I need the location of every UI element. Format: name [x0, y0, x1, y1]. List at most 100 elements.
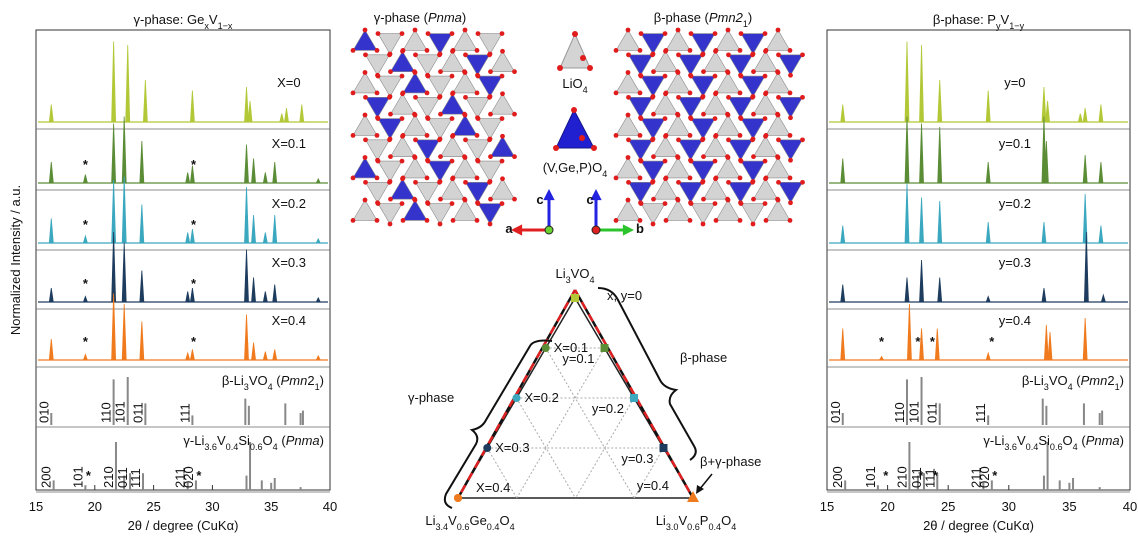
- oxygen: [663, 116, 668, 121]
- oxygen: [400, 91, 405, 96]
- oxygen: [363, 70, 368, 75]
- oxygen: [512, 112, 517, 117]
- series-label: X=0.4: [272, 313, 306, 328]
- oxygen: [500, 134, 505, 139]
- axis-letter: a: [505, 221, 513, 236]
- oxygen: [688, 176, 693, 181]
- oxygen: [763, 74, 768, 79]
- oxygen: [400, 176, 405, 181]
- oxygen: [701, 197, 706, 202]
- oxygen: [638, 48, 643, 53]
- oxygen: [701, 112, 706, 117]
- text-part: β-phase: P: [933, 12, 996, 27]
- oxygen: [426, 31, 431, 36]
- oxygen: [463, 113, 468, 118]
- oxygen: [650, 137, 655, 142]
- text-part: 0.6: [687, 522, 700, 532]
- oxygen: [463, 155, 468, 160]
- oxygen: [614, 133, 619, 138]
- oxygen: [626, 198, 631, 203]
- oxygen: [713, 74, 718, 79]
- x-tick-label: 30: [1002, 499, 1016, 514]
- oxygen: [426, 159, 431, 164]
- text-part: Si: [238, 433, 250, 448]
- oxygen: [363, 28, 368, 33]
- text-part: 0.4: [708, 522, 721, 532]
- text-part: Pnma: [286, 433, 320, 448]
- series-label: X=0: [277, 75, 301, 90]
- oxygen: [450, 74, 455, 79]
- text-part: P: [700, 513, 709, 528]
- oxygen: [387, 95, 392, 100]
- oxygen: [763, 201, 768, 206]
- oxygen: [363, 180, 368, 185]
- text-part: β-Li: [222, 373, 244, 388]
- oxygen: [750, 95, 755, 100]
- oxygen: [437, 52, 442, 57]
- text-part: 2: [307, 373, 314, 388]
- oxygen: [738, 133, 743, 138]
- oxygen: [376, 201, 381, 206]
- oxygen: [437, 95, 442, 100]
- text-part: 4: [731, 522, 736, 532]
- axis-origin: [592, 226, 600, 234]
- oxygen: [425, 133, 430, 138]
- oxygen: [437, 180, 442, 185]
- series-label: X=0.2: [272, 196, 306, 211]
- oxygen: [413, 52, 418, 57]
- oxygen: [750, 180, 755, 185]
- oxygen: [676, 180, 681, 185]
- oxygen: [614, 218, 619, 223]
- text-part: ): [320, 373, 324, 388]
- oxygen: [450, 31, 455, 36]
- hkl-label: 011: [925, 402, 940, 423]
- oxygen: [788, 48, 793, 53]
- figure: γ-phase: GexV1−x2θ / degree (CuKα)Normal…: [0, 0, 1138, 540]
- point-label: y=0.1: [562, 351, 594, 366]
- oxygen: [739, 31, 744, 36]
- oxygen: [614, 48, 619, 53]
- oxygen: [713, 31, 718, 36]
- oxygen: [463, 28, 468, 33]
- text-part: O: [263, 433, 273, 448]
- hkl-label: 111: [177, 403, 192, 423]
- x-axis-label: 2θ / degree (CuKα): [923, 518, 1034, 533]
- oxygen: [739, 116, 744, 121]
- oxygen: [663, 159, 668, 164]
- composition-point: [660, 444, 668, 452]
- oxygen: [500, 159, 505, 164]
- text-part: Pmn: [281, 373, 308, 388]
- oxygen: [726, 52, 731, 57]
- text-part: V: [448, 513, 457, 528]
- text-part: V: [217, 433, 226, 448]
- x-tick-label: 35: [264, 499, 278, 514]
- oxygen: [788, 176, 793, 181]
- text-part: O: [499, 513, 509, 528]
- oxygen: [713, 176, 718, 181]
- oxygen: [476, 74, 481, 79]
- oxygen: [689, 31, 694, 36]
- oxygen: [700, 180, 705, 185]
- oxygen: [763, 49, 768, 54]
- oxygen: [626, 137, 631, 142]
- oxygen: [500, 31, 505, 36]
- oxygen: [426, 201, 431, 206]
- x-tick-label: 40: [1123, 499, 1137, 514]
- oxygen: [614, 176, 619, 181]
- text-part: VO: [1049, 373, 1068, 388]
- oxygen: [475, 48, 480, 53]
- oxygen: [713, 91, 718, 96]
- oxygen: [726, 28, 731, 33]
- oxygen: [413, 180, 418, 185]
- series-label: y=0.2: [999, 196, 1031, 211]
- oxygen: [701, 222, 706, 227]
- point-label: y=0.4: [637, 478, 669, 493]
- text-part: 4: [602, 169, 607, 179]
- text-part: Pnma: [1086, 433, 1120, 448]
- oxygen: [463, 180, 468, 185]
- phase-label: β+γ-phase: [700, 454, 761, 469]
- oxygen: [800, 137, 805, 142]
- text-part: β-Li: [1022, 373, 1044, 388]
- hkl-label: 101: [70, 466, 85, 488]
- oxygen: [788, 115, 793, 120]
